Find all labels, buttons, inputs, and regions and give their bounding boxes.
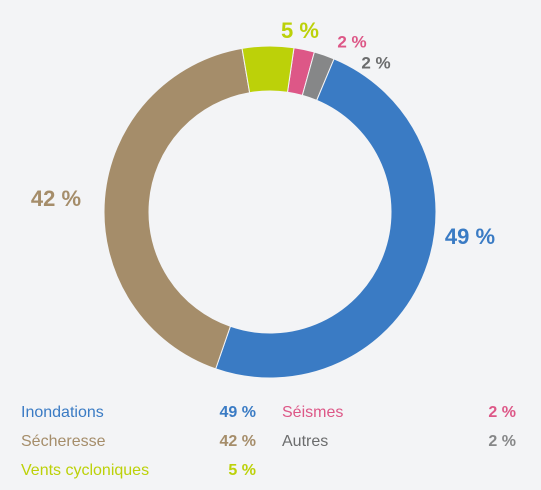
- slice-label-inondations: 49 %: [445, 224, 495, 249]
- slice-inondations: [215, 58, 437, 379]
- slice-vents-cycloniques: [241, 45, 295, 94]
- slice-label-seismes: 2 %: [337, 32, 366, 51]
- slice-secheresse: [103, 47, 251, 370]
- slice-label-autres: 2 %: [361, 53, 390, 72]
- slice-label-secheresse: 42 %: [31, 186, 81, 211]
- slice-label-vents-cycloniques: 5 %: [281, 18, 319, 43]
